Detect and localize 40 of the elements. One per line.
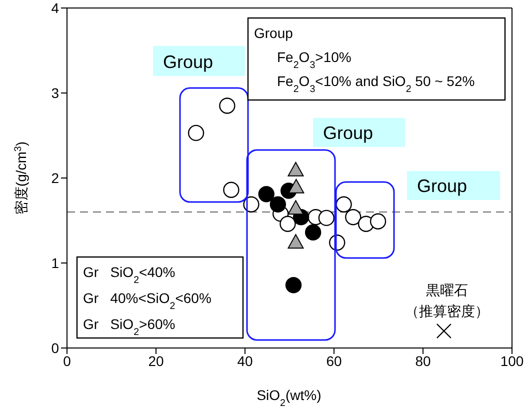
- annotation: Group: [323, 123, 374, 143]
- point: [288, 178, 304, 194]
- point: [336, 196, 352, 212]
- y-tick-label: 2: [51, 170, 60, 186]
- x-tick-label: 20: [148, 352, 164, 369]
- x-tick-label: 60: [326, 352, 342, 369]
- point: [219, 98, 236, 114]
- x-tick-label: 0: [63, 352, 72, 369]
- point: [223, 182, 240, 198]
- y-tick-label: 3: [51, 84, 60, 101]
- point: [280, 216, 296, 232]
- annotation: Group: [163, 52, 214, 72]
- annotation: Gr SiO$_{2}$<40%: [83, 264, 176, 286]
- annotation: Fe$_{2}$O$_{3}$<10% and SiO$_{2}$ 50 ~ 52%: [277, 73, 475, 94]
- point: [288, 234, 304, 249]
- point: [345, 209, 362, 226]
- x-tick-label: 40: [237, 352, 253, 369]
- point: [288, 200, 304, 215]
- annotation: Gr 40%<SiO$_{2}$<60%: [83, 290, 212, 312]
- annotation: （推算密度）: [405, 303, 489, 319]
- point: [288, 162, 304, 176]
- point: [285, 277, 302, 294]
- annotation: Group: [254, 25, 294, 41]
- point: [304, 224, 322, 240]
- y-tick-label: 4: [51, 0, 60, 16]
- point: [270, 196, 286, 212]
- point: [370, 213, 386, 230]
- x-tick-label: 80: [415, 352, 431, 369]
- point: [436, 323, 452, 339]
- point: [258, 186, 274, 202]
- annotation: Fe$_{2}$O$_{3}$>10%: [277, 49, 352, 70]
- annotation: Group: [417, 176, 468, 196]
- y-tick-label: 0: [51, 340, 60, 356]
- annotation: Gr SiO$_{2}$>60%: [83, 316, 176, 338]
- point: [318, 210, 335, 226]
- point: [188, 124, 204, 142]
- annotation: 黒曜石: [426, 282, 468, 298]
- x-tick-label: 100: [500, 352, 524, 369]
- y-tick-label: 1: [51, 254, 60, 271]
- x-axis-title: SiO$_{2}$(wt%): [256, 387, 322, 408]
